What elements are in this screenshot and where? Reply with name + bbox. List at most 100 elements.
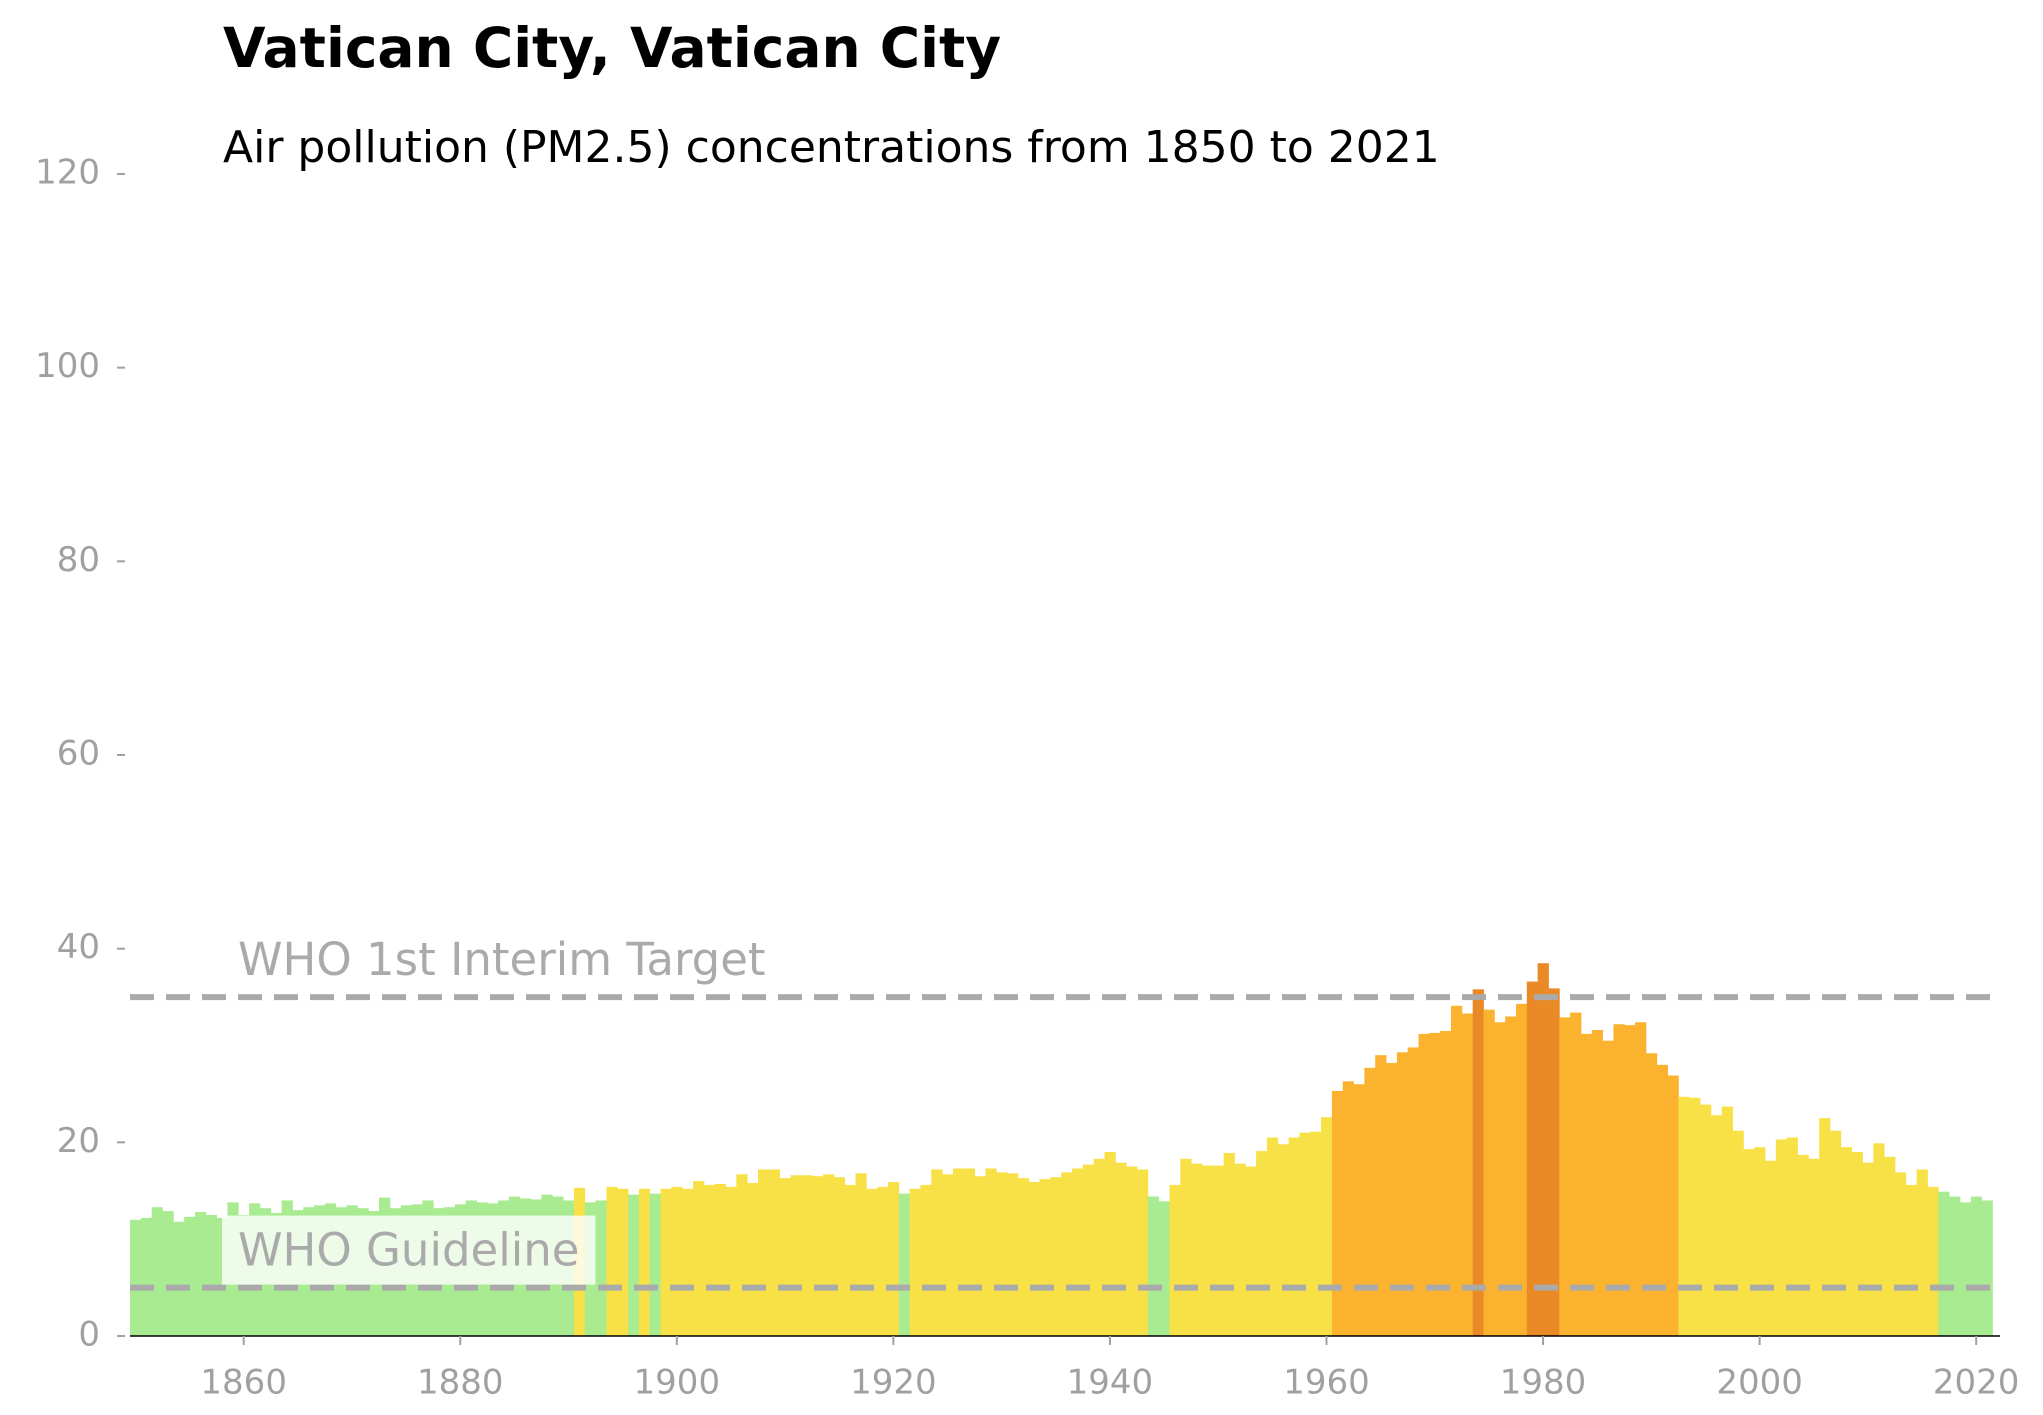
bar [790, 1175, 802, 1336]
bar [1256, 1151, 1268, 1336]
bar [1884, 1156, 1896, 1336]
bar [1115, 1162, 1127, 1336]
y-tick-label: 20 [57, 1121, 100, 1161]
bar [1180, 1158, 1192, 1336]
bar [1613, 1024, 1625, 1336]
y-tick-label: 80 [57, 540, 100, 580]
bar [1104, 1152, 1116, 1336]
bar [1158, 1201, 1170, 1336]
bar [1916, 1169, 1928, 1336]
bar [1028, 1182, 1040, 1336]
bar [1905, 1184, 1918, 1336]
bar [1645, 1053, 1658, 1336]
bar [184, 1216, 196, 1336]
bar [1017, 1178, 1030, 1336]
annotation-background [222, 925, 782, 995]
bar [1245, 1166, 1257, 1336]
bar [1299, 1132, 1311, 1336]
reference-label: WHO Guideline [238, 1224, 579, 1277]
bar [595, 1200, 607, 1336]
bar [996, 1172, 1008, 1336]
bar [1331, 1091, 1344, 1336]
bar [1515, 1003, 1528, 1336]
chart-subtitle: Air pollution (PM2.5) concentrations fro… [223, 122, 1440, 173]
bar [1342, 1081, 1354, 1336]
bar [1126, 1166, 1138, 1336]
bar [1559, 1017, 1571, 1336]
bar [1505, 1016, 1517, 1336]
bar [1364, 1067, 1376, 1336]
bar [1483, 1009, 1495, 1336]
bar [1624, 1025, 1636, 1336]
bar [1461, 1013, 1474, 1336]
bar [1072, 1168, 1084, 1336]
bar [909, 1188, 921, 1336]
bar [1494, 1022, 1506, 1336]
bar [1591, 1030, 1604, 1336]
bar [1396, 1052, 1409, 1336]
x-tick-label: 1920 [850, 1363, 937, 1403]
bar [1754, 1147, 1766, 1336]
bar [1321, 1117, 1333, 1336]
bar [1137, 1169, 1149, 1336]
bar [130, 1219, 142, 1336]
bar [140, 1217, 153, 1336]
bar [1797, 1154, 1809, 1336]
bar [920, 1184, 932, 1336]
bar [173, 1221, 185, 1336]
bar [1700, 1104, 1712, 1336]
bar [1927, 1186, 1939, 1336]
bar [1765, 1160, 1777, 1336]
bar [1862, 1162, 1874, 1336]
annotation-background [222, 1215, 596, 1285]
bar [1775, 1139, 1788, 1336]
bar [1830, 1130, 1842, 1336]
bar [714, 1183, 726, 1336]
bar [985, 1168, 997, 1336]
chart-title: Vatican City, Vatican City [223, 16, 1001, 80]
x-tick-label: 1980 [1500, 1363, 1587, 1403]
bar [898, 1193, 911, 1336]
bar [725, 1186, 737, 1336]
bar [1959, 1202, 1972, 1336]
bar [1212, 1165, 1225, 1336]
bar [1732, 1130, 1744, 1336]
reference-annotation: WHO 1st Interim Target [222, 925, 782, 995]
bar [1678, 1096, 1690, 1336]
x-tick-label: 1960 [1283, 1363, 1370, 1403]
bar [638, 1188, 651, 1336]
bar [1548, 988, 1560, 1336]
bar [1191, 1163, 1203, 1336]
bar [942, 1174, 954, 1336]
bar [1288, 1137, 1300, 1336]
bar [1093, 1158, 1105, 1336]
bar [1223, 1152, 1235, 1336]
bar [833, 1177, 846, 1336]
bar [1039, 1179, 1051, 1336]
bar [1472, 989, 1484, 1336]
bar [606, 1186, 618, 1336]
bar [758, 1169, 770, 1336]
bar [1667, 1075, 1679, 1336]
bar [779, 1178, 791, 1336]
bar [1819, 1118, 1831, 1336]
bar [963, 1168, 975, 1336]
bar [1061, 1172, 1073, 1336]
bar [1970, 1196, 1982, 1336]
bar [660, 1188, 672, 1336]
bar [1310, 1131, 1322, 1336]
bar [1201, 1165, 1214, 1336]
bar [151, 1207, 163, 1336]
bar [1451, 1005, 1463, 1336]
reference-annotation: WHO Guideline [222, 1215, 596, 1285]
y-tick-label: 100 [35, 346, 100, 386]
bar [628, 1194, 640, 1336]
bar [1689, 1097, 1701, 1336]
bar [1873, 1143, 1885, 1336]
bar [1851, 1152, 1863, 1336]
bar [1082, 1164, 1095, 1336]
bar [1429, 1032, 1441, 1336]
bar [1570, 1012, 1582, 1336]
bar [1353, 1084, 1365, 1336]
